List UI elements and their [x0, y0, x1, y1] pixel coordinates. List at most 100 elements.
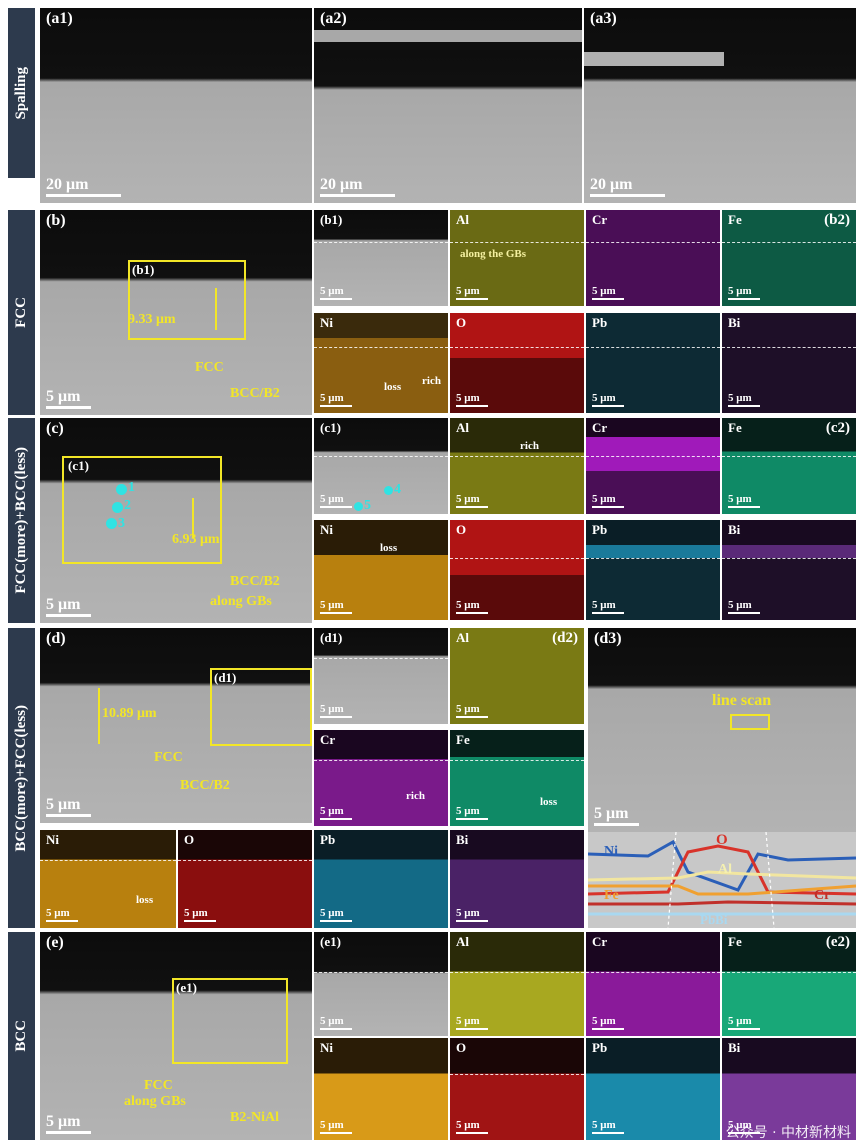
line-scan-plot: Ni O Al Fe Cr PbBi: [588, 832, 856, 928]
row-label-bcc-more: BCC(more)+FCC(less): [8, 628, 35, 928]
cr-legend: Cr: [814, 888, 831, 903]
map-b1: (b1) 5 μm: [314, 210, 448, 306]
panel-label: (b1): [320, 212, 343, 227]
map-e-bi: Bi 5 μm: [722, 1038, 856, 1140]
scale-bar: 5 μm: [320, 704, 352, 718]
map-d-bi: Bi 5 μm: [450, 830, 584, 928]
inset-box: [210, 668, 312, 746]
inset-label: (c1): [68, 458, 89, 473]
scale-bar: 20 μm: [590, 177, 665, 197]
map-e-pb: Pb 5 μm: [586, 1038, 720, 1140]
map-d1: (d1) 5 μm: [314, 628, 448, 724]
bccb2-label: BCC/B2: [230, 386, 280, 401]
fe-curve: [588, 884, 856, 896]
map-d-ni: Ni loss 5 μm: [40, 830, 176, 928]
line-scan-label: line scan: [712, 692, 772, 709]
scale-bar: 5 μm: [592, 393, 624, 407]
element-label: O: [184, 832, 195, 847]
gb-annotation: along the GBs: [460, 248, 527, 260]
scale-bar: 5 μm: [456, 806, 488, 820]
ni-legend: Ni: [604, 844, 618, 859]
element-label: Pb: [320, 832, 336, 847]
element-label: Cr: [592, 212, 608, 227]
scale-bar: 5 μm: [46, 797, 91, 817]
map-b-o: O 5 μm: [450, 313, 584, 413]
scale-bar: 5 μm: [592, 1120, 624, 1134]
scale-bar: 5 μm: [320, 393, 352, 407]
map-d-cr: Cr rich 5 μm: [314, 730, 448, 826]
scale-bar: 5 μm: [592, 1016, 624, 1030]
panel-a2: (a2) 20 μm: [314, 8, 582, 203]
inset-box: [172, 978, 288, 1064]
bccb2-label: BCC/B2: [180, 778, 230, 793]
panel-label: (b2): [824, 212, 850, 228]
element-label: Bi: [728, 522, 741, 537]
map-c-o: O 5 μm: [450, 520, 584, 620]
scale-bar: 5 μm: [456, 494, 488, 508]
panel-label: (d2): [552, 630, 578, 646]
element-label: O: [456, 1040, 467, 1055]
fcc-label: FCC: [154, 750, 183, 765]
scale-bar: 5 μm: [592, 494, 624, 508]
scale-bar: 5 μm: [456, 1016, 488, 1030]
scale-bar: 5 μm: [728, 286, 760, 300]
fcc-label: FCC: [144, 1078, 173, 1093]
row-label-fcc: FCC: [8, 210, 35, 415]
map-e-ni: Ni 5 μm: [314, 1038, 448, 1140]
panel-e: (e) (e1) FCC along GBs B2-NiAl 5 μm: [40, 932, 312, 1140]
map-d-al: Al (d2) 5 μm: [450, 628, 584, 724]
loss-annotation: loss: [384, 381, 402, 393]
o-legend: O: [716, 832, 728, 848]
element-label: Ni: [320, 315, 333, 330]
scale-bar: 5 μm: [456, 286, 488, 300]
scale-bar: 5 μm: [592, 286, 624, 300]
panel-label: (a1): [46, 10, 73, 27]
scale-bar: 5 μm: [456, 704, 488, 718]
map-e-fe: Fe (e2) 5 μm: [722, 932, 856, 1036]
element-label: Al: [456, 630, 469, 645]
scale-bar: 5 μm: [728, 1016, 760, 1030]
inset-label: (e1): [176, 980, 197, 995]
row-label-bcc: BCC: [8, 932, 35, 1140]
map-c-al: Al rich 5 μm: [450, 418, 584, 514]
panel-a1: (a1) 20 μm: [40, 8, 312, 203]
element-label: Bi: [728, 315, 741, 330]
element-label: O: [456, 315, 467, 330]
thickness-label: 10.89 μm: [102, 706, 157, 721]
map-c-cr: Cr 5 μm: [586, 418, 720, 514]
scale-bar: 5 μm: [46, 389, 91, 409]
panel-label: (e2): [825, 934, 850, 950]
panel-label: (c): [46, 420, 64, 437]
panel-label: (d3): [594, 630, 622, 647]
scale-bar: 5 μm: [320, 1120, 352, 1134]
fcc-label: FCC: [195, 360, 224, 375]
inset-label: (d1): [214, 670, 237, 685]
panel-label: (d1): [320, 630, 343, 645]
map-c-ni: Ni loss 5 μm: [314, 520, 448, 620]
element-label: Pb: [592, 522, 608, 537]
element-label: Al: [456, 212, 469, 227]
scale-bar: 5 μm: [456, 393, 488, 407]
element-label: Fe: [728, 212, 742, 227]
scale-bar: 5 μm: [728, 494, 760, 508]
panel-d: (d) (d1) 10.89 μm FCC BCC/B2 5 μm: [40, 628, 312, 823]
panel-label: (c1): [320, 420, 341, 435]
point-label: 1: [128, 480, 135, 495]
scale-bar: 20 μm: [320, 177, 395, 197]
rich-annotation: rich: [520, 440, 539, 452]
fe-legend: Fe: [604, 888, 619, 903]
element-label: Pb: [592, 1040, 608, 1055]
element-label: Fe: [728, 420, 742, 435]
element-label: Cr: [320, 732, 336, 747]
b2-nial-label: B2-NiAl: [230, 1110, 279, 1125]
loss-annotation: loss: [540, 796, 558, 808]
inset-box: [62, 456, 222, 564]
point-label: 2: [124, 498, 131, 513]
panel-label: (a2): [320, 10, 347, 27]
map-d-fe: Fe loss 5 μm: [450, 730, 584, 826]
map-b-bi: Bi 5 μm: [722, 313, 856, 413]
along-gbs-label: along GBs: [124, 1094, 186, 1109]
al-curve: [588, 870, 856, 882]
scale-bar: 5 μm: [728, 393, 760, 407]
cr-curve: [588, 900, 856, 906]
